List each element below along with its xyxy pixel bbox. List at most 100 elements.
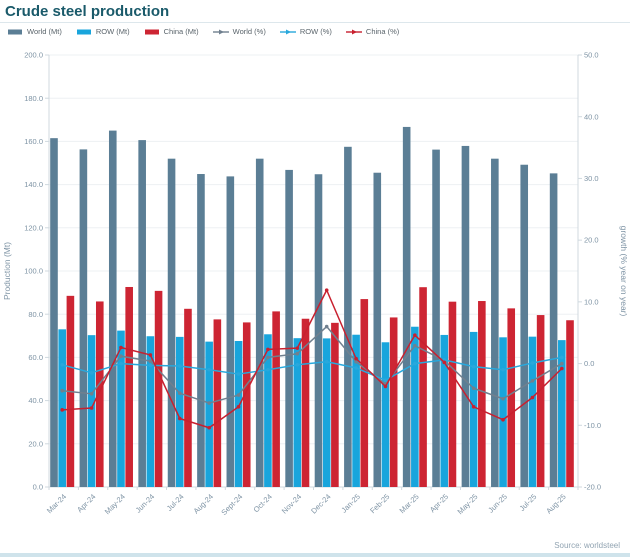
bar-china-mt-Apr-25 (448, 301, 457, 487)
bar-row-mt-May-25 (469, 331, 478, 487)
point-world-Jul-24 (177, 391, 182, 395)
left-axis-tick-label: 80.0 (28, 310, 43, 319)
point-china-Sept-24 (236, 404, 241, 409)
point-row-Feb-25 (383, 378, 388, 383)
x-axis-label-Jan-25: Jan-25 (339, 492, 362, 515)
bar-row-mt-Oct-24 (264, 334, 272, 487)
bar-row-mt-May-24 (117, 330, 125, 487)
bar-china-mt-Jun-25 (507, 308, 516, 487)
point-world-Jul-25 (530, 379, 535, 383)
bar-china-mt-Aug-25 (566, 320, 574, 487)
left-axis-tick-label: 140.0 (24, 180, 43, 189)
bar-world-mt-Apr-24 (79, 149, 88, 487)
line-world (62, 325, 563, 404)
point-world-Mar-24 (60, 388, 64, 393)
point-row-Mar-24 (60, 363, 64, 367)
point-world-Aug-24 (207, 401, 211, 405)
legend-item-world-mt[interactable]: World (Mt) (7, 27, 62, 36)
point-china-Mar-25 (413, 333, 417, 337)
x-axis-label-Oct-24: Oct-24 (252, 492, 274, 514)
line-china (62, 289, 563, 429)
bar-china-mt-Jun-24 (154, 290, 163, 487)
point-china-Jan-25 (354, 356, 358, 361)
point-row-May-24 (119, 361, 123, 366)
point-row-Jul-24 (177, 364, 182, 368)
bar-row-mt-Jul-25 (528, 336, 537, 487)
legend-item-row[interactable]: ROW (%) (279, 27, 332, 36)
bar-world-mt-Mar-24 (50, 138, 58, 487)
point-row-Aug-24 (207, 367, 211, 372)
x-axis-label-Aug-25: Aug-25 (544, 492, 567, 515)
point-china-Nov-24 (295, 346, 300, 350)
point-china-Oct-24 (266, 347, 270, 352)
bottom-accent-strip (0, 553, 630, 557)
bar-world-mt-Oct-24 (255, 158, 264, 487)
left-axis-tick-label: 100.0 (24, 267, 43, 276)
legend-item-row-mt[interactable]: ROW (Mt) (76, 27, 130, 36)
bar-world-mt-May-24 (108, 130, 117, 487)
legend-line-swatch-icon (279, 29, 296, 34)
point-world-Sept-24 (236, 393, 241, 397)
bar-world-mt-Dec-24 (314, 174, 323, 487)
x-axis-label-Apr-25: Apr-25 (428, 492, 450, 514)
point-row-May-25 (471, 364, 476, 369)
right-axis-tick-label: 50.0 (584, 51, 599, 60)
point-row-Mar-25 (413, 361, 417, 366)
point-world-Jun-24 (148, 359, 153, 363)
legend-item-label: China (%) (365, 27, 400, 36)
point-china-Jul-24 (177, 416, 182, 421)
point-china-Feb-25 (383, 384, 388, 389)
source-attribution: Source: worldsteel (554, 541, 620, 550)
bar-china-mt-Mar-25 (419, 287, 427, 487)
point-row-Aug-25 (560, 355, 564, 360)
plot-area: 0.0 20.0 40.0 60.0 80.0 100.0 120.0 140.0 160.0 1… (2, 51, 629, 517)
x-axis-label-Aug-24: Aug-24 (192, 492, 215, 515)
left-axis-tick-label: 180.0 (24, 94, 43, 103)
point-world-Jun-25 (501, 396, 505, 401)
bar-china-mt-Nov-24 (301, 318, 310, 487)
bar-china-mt-Jan-25 (360, 299, 369, 487)
point-china-May-24 (119, 345, 123, 350)
bar-row-mt-Aug-24 (205, 341, 213, 487)
point-china-May-25 (471, 404, 476, 409)
legend-bar-swatch-icon (76, 29, 91, 34)
bar-world-mt-Jul-25 (520, 164, 529, 487)
chart-legend: World (Mt) ROW (Mt) China (Mt) World (%) ROW… (7, 27, 399, 36)
right-axis-tick-label: 10.0 (584, 297, 599, 306)
legend-item-world[interactable]: World (%) (212, 27, 266, 36)
x-axis-label-Dec-24: Dec-24 (309, 492, 332, 515)
bar-china-mt-Jul-25 (536, 315, 545, 487)
point-china-Aug-24 (207, 425, 211, 430)
x-axis-label-Sept-24: Sept-24 (219, 492, 244, 517)
bar-row-mt-Mar-25 (411, 326, 419, 487)
point-world-Apr-24 (89, 392, 94, 396)
point-row-Oct-24 (266, 367, 270, 372)
bar-row-mt-Jun-25 (499, 337, 507, 487)
x-axis-label-Mar-25: Mar-25 (398, 492, 421, 515)
x-axis-label-May-24: May-24 (103, 492, 127, 516)
point-world-Jan-25 (354, 359, 358, 364)
legend-line-swatch-icon (345, 29, 362, 34)
point-world-Mar-25 (413, 343, 417, 348)
left-axis-tick-label: 20.0 (28, 439, 43, 448)
bar-row-mt-Sept-24 (234, 340, 243, 487)
point-world-Aug-25 (560, 361, 564, 366)
bar-row-mt-Aug-25 (558, 340, 566, 487)
point-world-Dec-24 (324, 324, 329, 329)
legend-line-swatch-icon (212, 29, 229, 34)
bar-world-mt-Sept-24 (226, 176, 235, 487)
point-china-Apr-25 (442, 360, 447, 365)
legend-item-label: World (%) (232, 27, 266, 36)
bar-row-mt-Nov-24 (293, 338, 302, 487)
point-china-Jul-25 (530, 395, 535, 400)
legend-item-china-mt[interactable]: China (Mt) (144, 27, 199, 36)
point-world-Nov-24 (295, 351, 300, 356)
left-axis-tick-label: 60.0 (28, 353, 43, 362)
bar-row-mt-Apr-25 (440, 334, 449, 487)
x-axis-label-Jul-24: Jul-24 (165, 492, 186, 513)
x-axis-label-Jun-25: Jun-25 (486, 492, 509, 515)
left-axis-tick-label: 160.0 (24, 137, 43, 146)
legend-item-china[interactable]: China (%) (345, 27, 400, 36)
point-china-Aug-25 (560, 366, 564, 371)
